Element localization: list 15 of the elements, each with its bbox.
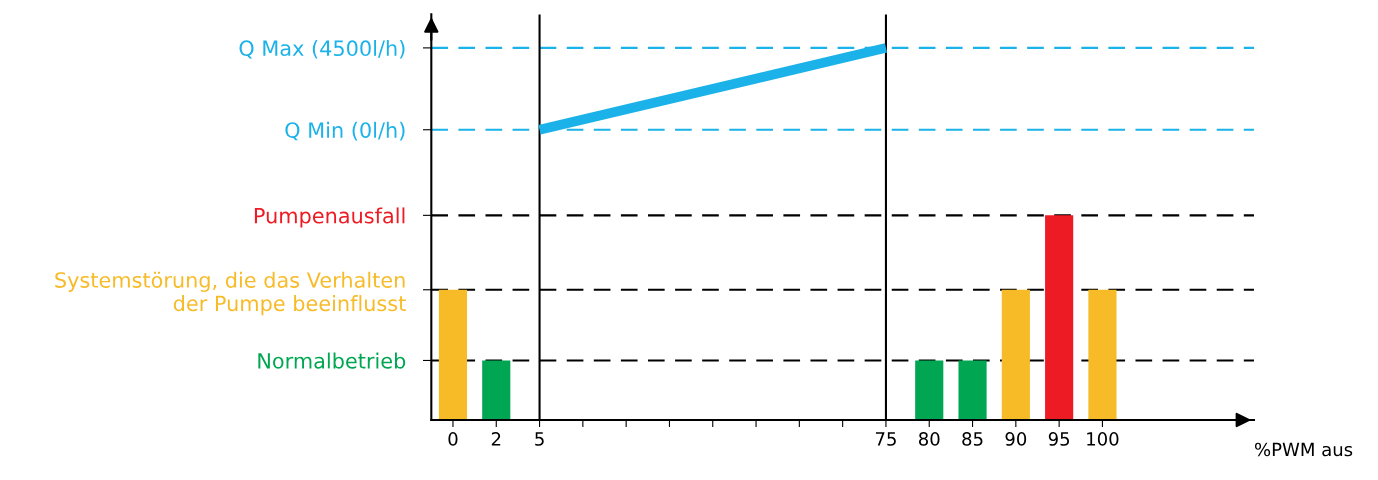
ref-line-label: Q Max (4500l/h) — [239, 39, 405, 59]
x-tick-label: 90 — [1005, 432, 1027, 446]
ref-line-label: Systemstörung, die das Verhalten der Pumpe beeinflusst — [55, 271, 406, 316]
ref-line-label: Pumpenausfall — [254, 207, 405, 228]
ref-line-label: Normalbetrieb — [258, 352, 406, 369]
x-tick-label: 2 — [491, 432, 501, 446]
x-tick-label: 0 — [448, 432, 458, 446]
x-tick-label: 75 — [875, 432, 896, 446]
x-tick-label: 85 — [962, 432, 983, 446]
ref-line-label: Q Min (0l/h) — [285, 121, 405, 141]
x-tick-label: 5 — [535, 432, 544, 446]
x-tick-label: 95 — [1048, 432, 1070, 446]
x-tick-label: 100 — [1087, 432, 1119, 446]
text: %PWM aus — [1254, 442, 1353, 457]
x-tick-label: 80 — [918, 432, 940, 446]
